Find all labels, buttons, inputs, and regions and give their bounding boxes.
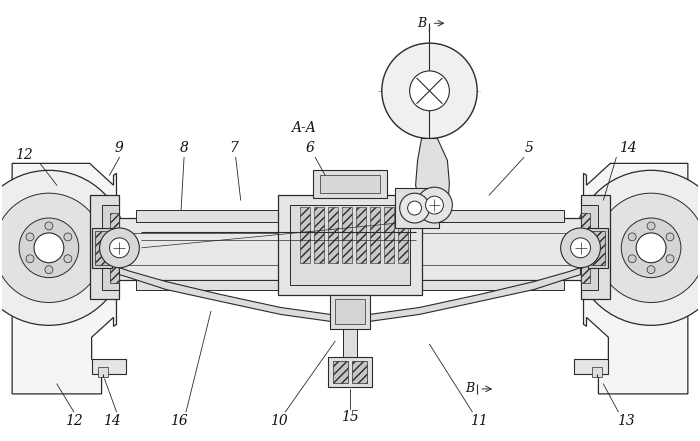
Text: 9: 9	[115, 142, 124, 156]
Bar	[333, 361, 348, 383]
Circle shape	[407, 201, 421, 215]
Text: 14: 14	[103, 414, 120, 428]
Bar	[395, 188, 440, 228]
Bar	[370, 207, 380, 263]
Polygon shape	[355, 268, 580, 321]
Circle shape	[64, 233, 72, 241]
Polygon shape	[12, 163, 116, 394]
Text: 7: 7	[230, 142, 238, 156]
Circle shape	[596, 193, 700, 303]
Bar	[116, 218, 584, 280]
Bar	[136, 210, 564, 222]
Bar	[335, 299, 365, 324]
Bar	[300, 207, 310, 263]
Circle shape	[666, 233, 674, 241]
Text: A-A: A-A	[291, 120, 316, 135]
Circle shape	[45, 266, 53, 274]
Circle shape	[416, 187, 452, 223]
Bar	[384, 207, 393, 263]
Bar	[136, 280, 564, 290]
Bar	[92, 228, 111, 268]
Bar	[580, 205, 598, 290]
Bar	[352, 361, 367, 383]
Bar	[328, 207, 338, 263]
Bar	[589, 228, 608, 268]
Circle shape	[34, 233, 64, 263]
Bar	[92, 359, 127, 374]
Bar	[580, 195, 610, 299]
Circle shape	[647, 266, 655, 274]
Text: 12: 12	[15, 149, 33, 162]
Text: 11: 11	[470, 414, 488, 428]
Polygon shape	[584, 163, 688, 394]
Circle shape	[0, 193, 104, 303]
Circle shape	[19, 218, 78, 278]
Bar	[314, 207, 324, 263]
Circle shape	[628, 255, 636, 263]
Circle shape	[26, 233, 34, 241]
Bar	[102, 205, 120, 290]
Text: 8: 8	[180, 142, 188, 156]
Circle shape	[636, 233, 666, 263]
Bar	[356, 207, 366, 263]
Bar	[342, 207, 352, 263]
Bar	[97, 367, 108, 377]
Circle shape	[45, 222, 53, 230]
Circle shape	[622, 218, 681, 278]
Circle shape	[400, 193, 430, 223]
Text: 10: 10	[270, 414, 287, 428]
Circle shape	[410, 71, 449, 111]
Text: 13: 13	[617, 414, 635, 428]
Text: 6: 6	[306, 142, 315, 156]
Circle shape	[666, 255, 674, 263]
Circle shape	[628, 233, 636, 241]
Bar	[398, 207, 407, 263]
Circle shape	[0, 170, 127, 325]
Text: 16: 16	[170, 414, 188, 428]
Text: 14: 14	[620, 142, 637, 156]
Circle shape	[561, 228, 601, 268]
Bar	[94, 231, 108, 265]
Bar	[580, 213, 591, 283]
Bar	[573, 359, 608, 374]
Circle shape	[99, 228, 139, 268]
Polygon shape	[416, 138, 449, 208]
Bar	[290, 205, 410, 284]
Bar	[592, 231, 606, 265]
Bar	[90, 195, 120, 299]
Bar	[313, 170, 387, 198]
Circle shape	[573, 170, 700, 325]
Text: 15: 15	[341, 410, 359, 424]
Circle shape	[382, 43, 477, 138]
Bar	[343, 329, 357, 351]
Bar	[320, 175, 380, 193]
Circle shape	[647, 222, 655, 230]
Text: 5: 5	[524, 142, 533, 156]
Circle shape	[570, 238, 591, 258]
Text: 12: 12	[65, 414, 83, 428]
Circle shape	[426, 196, 443, 214]
Bar	[328, 357, 372, 387]
Circle shape	[109, 238, 130, 258]
Bar	[330, 295, 370, 329]
Circle shape	[64, 255, 72, 263]
Bar	[279, 195, 421, 295]
Polygon shape	[120, 268, 355, 321]
Text: B: B	[417, 17, 426, 30]
Circle shape	[26, 255, 34, 263]
Bar	[592, 367, 603, 377]
Bar	[343, 329, 357, 357]
Bar	[109, 213, 120, 283]
Text: B: B	[465, 382, 474, 396]
